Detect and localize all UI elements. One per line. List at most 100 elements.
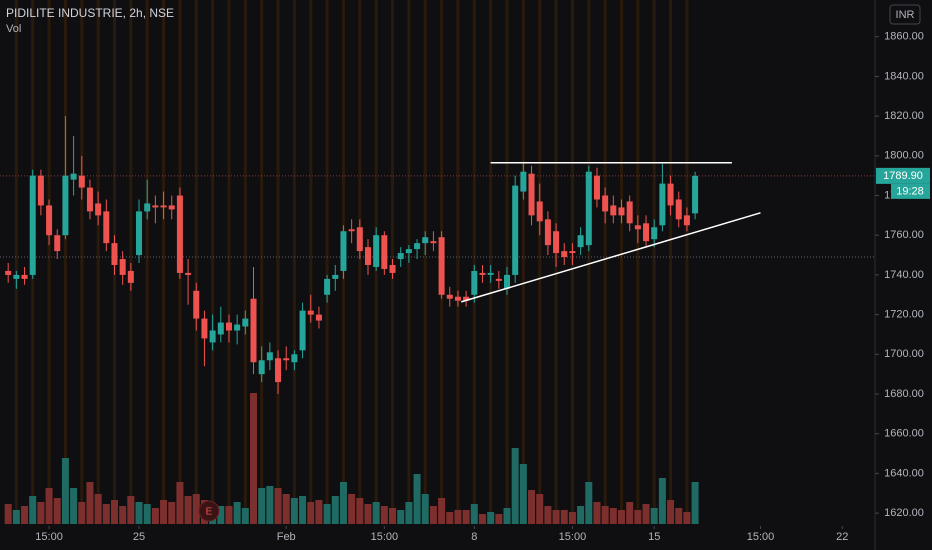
y-tick-label: 1860.00: [884, 31, 924, 43]
candle-body: [250, 298, 257, 363]
volume-bar: [176, 482, 184, 524]
volume-bar: [258, 488, 266, 524]
volume-bar: [184, 496, 192, 524]
candle-body: [209, 330, 216, 343]
session-stripe: [521, 0, 525, 524]
session-stripe: [358, 0, 362, 524]
candle-body: [463, 296, 470, 301]
volume-bar: [119, 506, 127, 524]
x-tick-label: 15:00: [35, 531, 63, 543]
chart-title: PIDILITE INDUSTRIE, 2h, NSE: [6, 6, 174, 20]
volume-bar: [299, 496, 307, 524]
candle-body: [332, 274, 339, 279]
session-stripe: [538, 0, 542, 524]
volume-bar: [487, 512, 495, 524]
session-stripe: [292, 0, 296, 524]
candle-body: [414, 243, 421, 250]
volume-bar: [438, 498, 446, 524]
candle-body: [438, 237, 445, 295]
session-stripe: [456, 0, 460, 524]
candle-body: [667, 183, 674, 206]
volume-bar: [86, 482, 94, 524]
earnings-marker[interactable]: [198, 500, 220, 522]
candle-body: [561, 251, 568, 258]
candle-body: [127, 270, 134, 283]
candle-body: [111, 243, 118, 265]
earnings-label[interactable]: E: [206, 507, 213, 518]
volume-bar: [650, 508, 658, 524]
volume-bar: [617, 510, 625, 524]
candle-body: [103, 211, 110, 244]
volume-bar: [217, 506, 225, 524]
volume-bar: [160, 500, 168, 524]
countdown: 19:28: [896, 185, 924, 197]
volume-bar: [53, 498, 61, 524]
session-stripe: [96, 0, 100, 524]
candle-body: [504, 274, 511, 289]
session-stripe: [260, 0, 264, 524]
volume-bar: [470, 504, 478, 524]
volume-bar: [348, 494, 356, 524]
volume-bar: [250, 393, 258, 524]
x-tick-label: 8: [471, 531, 477, 543]
volume-bar: [609, 508, 617, 524]
session-stripe: [63, 0, 67, 524]
volume-bar: [421, 494, 429, 524]
session-stripe: [505, 0, 509, 524]
currency-box[interactable]: [889, 4, 921, 25]
candle-body: [307, 310, 314, 315]
volume-bar: [413, 474, 421, 524]
candle-body: [299, 310, 306, 351]
volume-bar: [331, 496, 339, 524]
candle-body: [610, 205, 617, 216]
currency[interactable]: INR: [896, 9, 915, 21]
volume-bar: [397, 510, 405, 524]
session-stripe: [619, 0, 623, 524]
volume-bar: [585, 482, 593, 524]
candle-body: [422, 237, 429, 244]
volume-bar: [233, 502, 241, 524]
session-stripe: [309, 0, 313, 524]
candle-body: [258, 360, 265, 375]
x-tick-label: 15: [648, 531, 660, 543]
candle-body: [46, 205, 53, 236]
volume-bar: [528, 490, 536, 524]
session-stripe: [472, 0, 476, 524]
candle-body: [185, 272, 192, 275]
candle-body: [487, 272, 494, 275]
candle-body: [675, 199, 682, 220]
session-stripe: [129, 0, 133, 524]
volume-bar: [225, 506, 233, 524]
candle-body: [144, 203, 151, 212]
session-stripe: [603, 0, 607, 524]
volume-bar: [339, 482, 347, 524]
y-tick-label: 1620.00: [884, 507, 924, 519]
candle-body: [70, 173, 77, 180]
volume-bar: [323, 504, 331, 524]
volume-bar: [495, 514, 503, 524]
volume-bar: [642, 504, 650, 524]
candle-body: [234, 324, 241, 331]
volume-bar: [560, 510, 568, 524]
candle-body: [569, 251, 576, 254]
candle-body: [585, 171, 592, 246]
candle-body: [479, 272, 486, 275]
volume-bar: [37, 502, 45, 524]
volume-bar: [143, 504, 151, 524]
volume-bar: [356, 498, 364, 524]
x-tick-label: Feb: [277, 531, 296, 543]
candle-body: [29, 175, 36, 275]
candle-body: [37, 175, 44, 206]
candle-body: [201, 318, 208, 339]
candle-body: [136, 211, 143, 256]
candle-body: [13, 274, 20, 279]
candle-body: [389, 264, 396, 273]
candle-body: [291, 354, 298, 363]
session-stripe: [276, 0, 280, 524]
candle-body: [356, 227, 363, 252]
volume-bar: [626, 502, 634, 524]
volume-bar: [135, 502, 143, 524]
candle-body: [324, 278, 331, 295]
volume-bar: [282, 494, 290, 524]
